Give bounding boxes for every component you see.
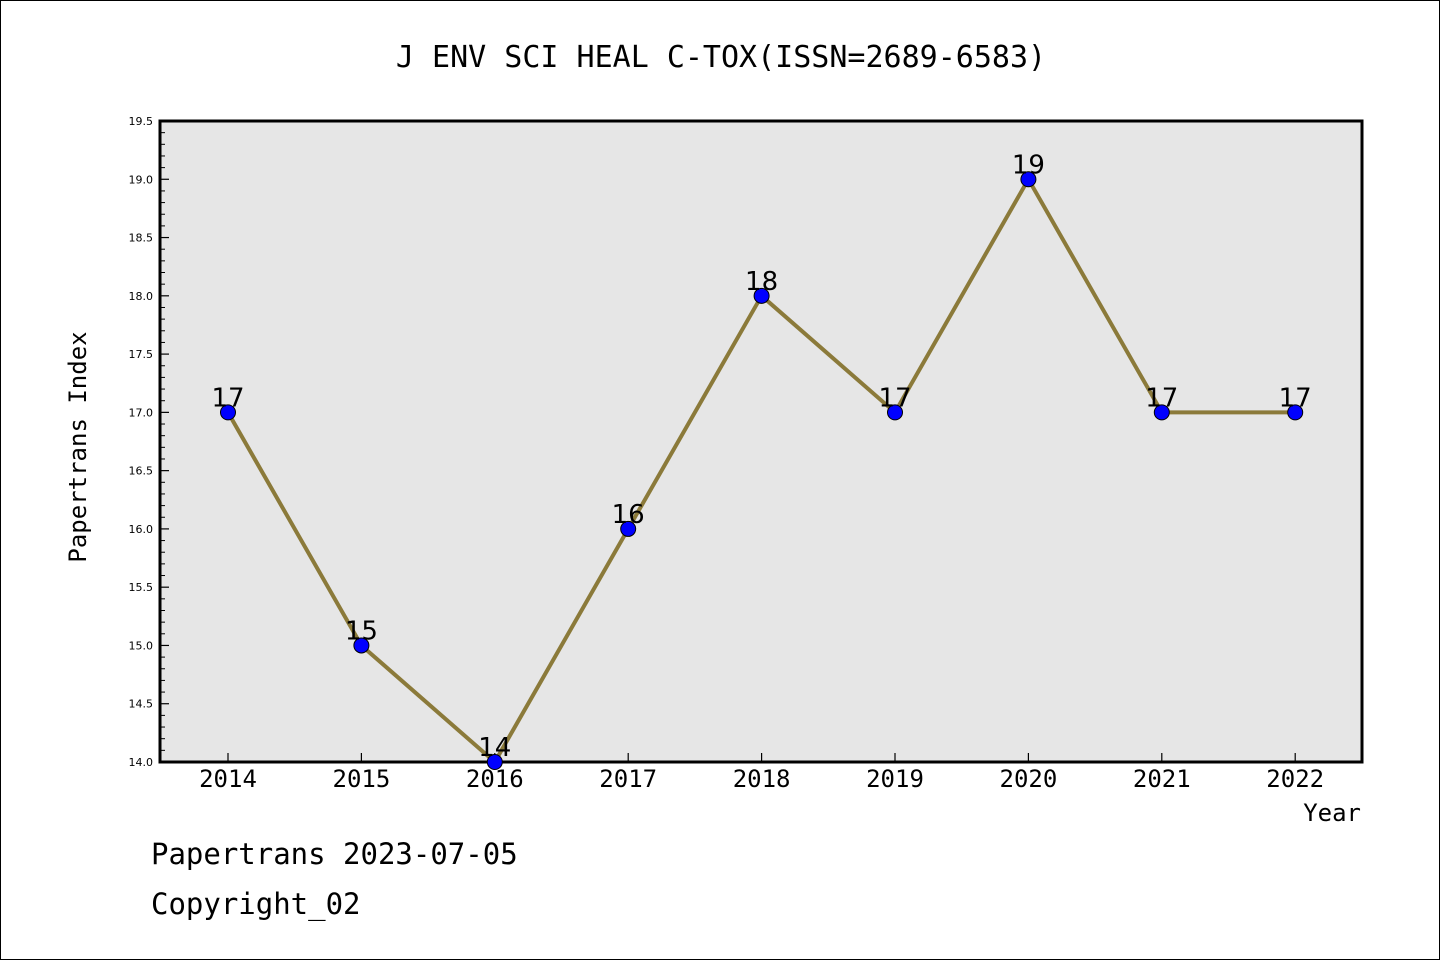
footer-copyright: Copyright_02: [151, 887, 361, 921]
data-label: 17: [1145, 383, 1178, 413]
y-tick-label: 19.0: [129, 173, 154, 186]
data-point: [1153, 404, 1170, 421]
x-tick-label: 2017: [599, 765, 657, 793]
x-tick-label: 2015: [333, 765, 391, 793]
x-tick-label: 2021: [1133, 765, 1191, 793]
data-point: [486, 754, 503, 770]
y-tick-label: 19.5: [129, 115, 154, 128]
y-tick-label: 15.0: [129, 639, 154, 652]
x-axis: 2014 2015 2016 2017 2018 2019 2020 2021 2022: [199, 753, 1324, 793]
y-tick-label: 14.5: [129, 698, 154, 711]
chart-title: J ENV SCI HEAL C-TOX(ISSN=2689-6583): [396, 40, 1046, 75]
x-tick-label: 2018: [733, 765, 791, 793]
y-axis-label: Papertrans Index: [64, 331, 92, 562]
x-tick-label: 2019: [866, 765, 924, 793]
data-point: [887, 404, 903, 421]
y-tick-label: 16.5: [129, 465, 154, 478]
series-line: 17 15 14 16 18 17 19 17 17: [211, 150, 1312, 770]
y-tick-label: 18.0: [129, 290, 154, 303]
data-label: 14: [478, 733, 511, 763]
y-tick-label: 17.0: [129, 406, 154, 419]
x-axis-label: Year: [1303, 799, 1361, 827]
data-point: [220, 404, 236, 421]
y-tick-label: 17.5: [129, 348, 154, 361]
data-label: 19: [1012, 150, 1045, 180]
data-point: [620, 520, 637, 537]
y-tick-label: 15.5: [129, 581, 154, 594]
x-tick-label: 2014: [199, 765, 257, 793]
y-tick-label: 16.0: [129, 523, 154, 536]
data-label: 17: [1279, 383, 1312, 413]
data-label: 16: [612, 500, 645, 530]
plot-area: [158, 119, 1364, 764]
footer-date: Papertrans 2023-07-05: [151, 837, 518, 871]
y-tick-label: 18.5: [129, 232, 154, 245]
data-point: [753, 287, 770, 304]
y-axis: 14.0 14.5 15.0 15.5 16.0 16.5 17.0 17.5 18.0 18.5…: [129, 115, 169, 769]
data-label: 17: [878, 383, 911, 413]
data-point: [1020, 171, 1037, 188]
data-point: [353, 637, 370, 654]
y-tick-label: 14.0: [129, 756, 154, 769]
data-point: [1287, 404, 1304, 421]
data-label: 15: [345, 616, 378, 646]
data-label: 17: [211, 383, 244, 413]
data-label: 18: [745, 267, 778, 297]
x-tick-label: 2020: [1000, 765, 1058, 793]
x-tick-label: 2022: [1266, 765, 1324, 793]
